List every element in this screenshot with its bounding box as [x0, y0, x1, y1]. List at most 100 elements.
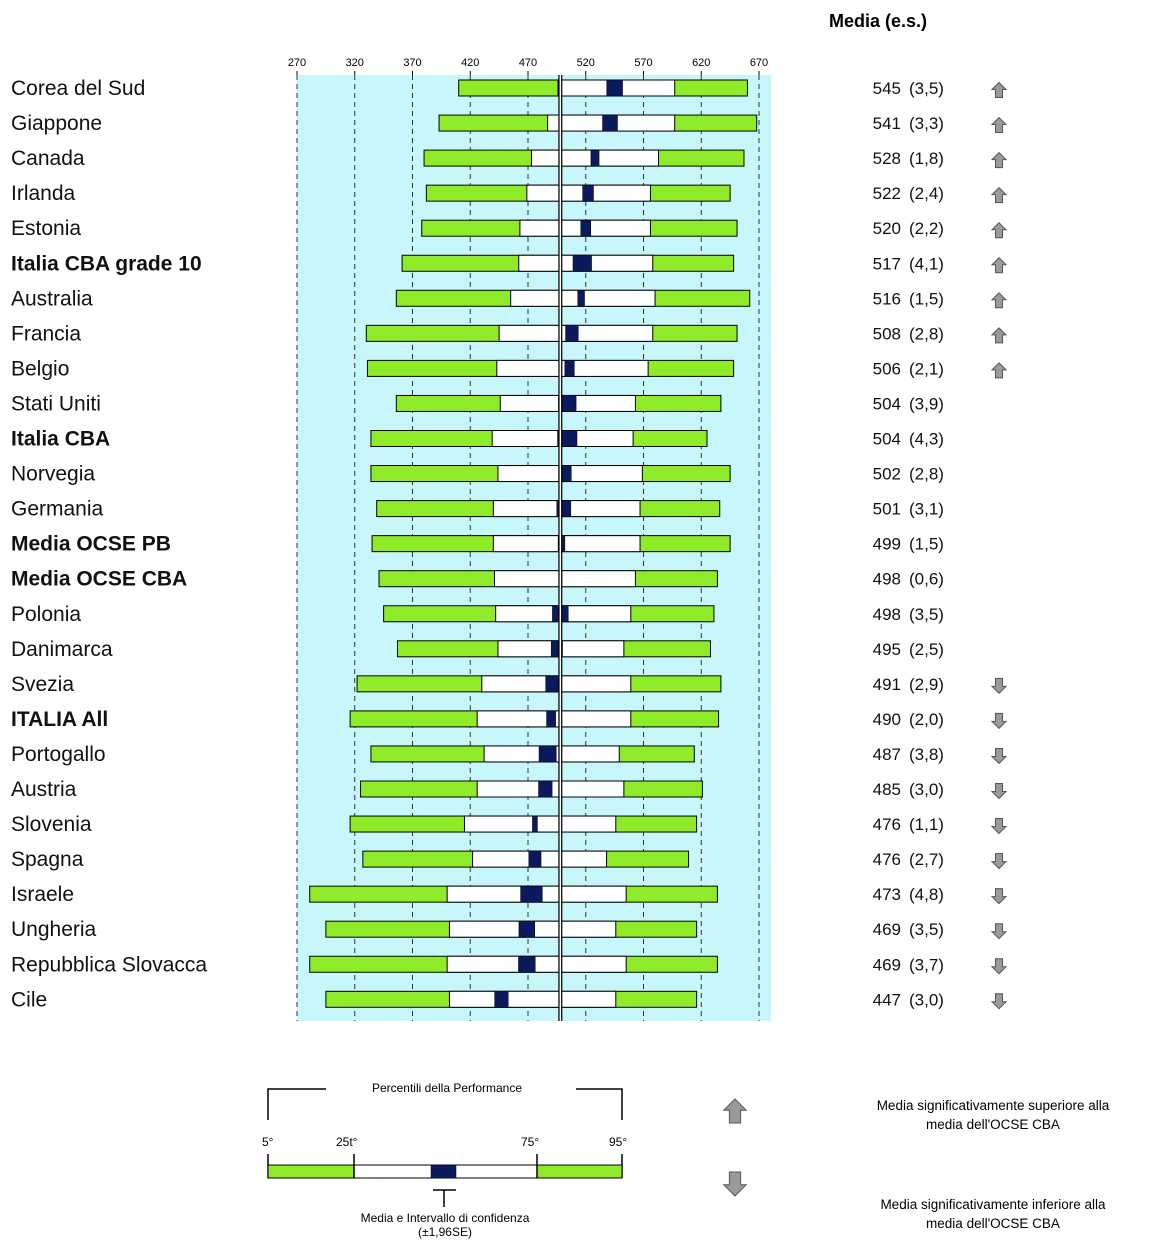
arrow-down-icon — [990, 747, 1008, 765]
confidence-interval-box — [582, 184, 594, 202]
legend-ci-label: Media e Intervallo di confidenza — [361, 1211, 530, 1225]
legend-up-text-2: media dell'OCSE CBA — [926, 1117, 1060, 1132]
confidence-interval-box — [545, 675, 560, 693]
row-label: Media OCSE CBA — [11, 568, 187, 591]
mean-column-header: Media (e.s.) — [829, 11, 927, 31]
mean-value: 498 — [873, 570, 901, 589]
mean-value: 476 — [873, 850, 901, 869]
mean-value: 485 — [873, 780, 901, 799]
row-label: Slovenia — [11, 813, 92, 836]
percentile-25-75-bar — [446, 955, 627, 973]
confidence-interval-box — [602, 114, 618, 132]
mean-value: 504 — [873, 430, 901, 449]
row-label: Israele — [11, 883, 74, 906]
legend-p95-label: 95° — [609, 1135, 627, 1149]
bar-row — [349, 710, 720, 728]
bar-row — [370, 745, 695, 763]
standard-error: (3,0) — [909, 780, 944, 799]
bar-row — [309, 885, 718, 903]
significance-arrows — [990, 81, 1008, 1010]
standard-error: (2,4) — [909, 184, 944, 203]
bar-row — [325, 920, 698, 938]
mean-value: 476 — [873, 815, 901, 834]
arrow-down-icon — [990, 712, 1008, 730]
row-label: Italia CBA grade 10 — [11, 252, 202, 275]
row-label: Cile — [11, 988, 47, 1011]
x-tick-label: 320 — [346, 57, 364, 69]
row-label: Ungheria — [11, 918, 97, 941]
confidence-interval-box — [520, 885, 543, 903]
mean-value: 520 — [873, 219, 901, 238]
legend-ci-pointer — [433, 1189, 456, 1207]
x-tick-label: 470 — [519, 57, 537, 69]
row-label: Stati Uniti — [11, 392, 101, 415]
mean-value: 487 — [873, 745, 901, 764]
row-label: Repubblica Slovacca — [11, 953, 207, 976]
standard-error: (3,3) — [909, 114, 944, 133]
bar-row — [376, 500, 721, 518]
row-label: Giappone — [11, 112, 102, 135]
percentile-25-75-bar — [494, 570, 636, 588]
arrow-down-icon — [990, 783, 1008, 800]
standard-error: (4,8) — [909, 885, 944, 904]
mean-value: 495 — [873, 640, 901, 659]
bar-row — [396, 640, 711, 658]
bar-row — [365, 324, 738, 342]
mean-value: 502 — [873, 465, 901, 484]
standard-error: (2,8) — [909, 324, 944, 343]
row-label: Francia — [11, 322, 81, 345]
arrow-up-icon — [990, 257, 1008, 274]
arrow-up-icon — [990, 362, 1008, 379]
x-tick-label: 370 — [403, 57, 421, 69]
arrow-up-icon — [990, 81, 1008, 98]
row-label: Svezia — [11, 673, 74, 696]
arrow-down-icon — [990, 993, 1008, 1010]
row-label: Polonia — [11, 603, 81, 626]
mean-value: 469 — [873, 955, 901, 974]
arrow-up-icon — [722, 1098, 748, 1124]
bar-row — [421, 219, 738, 237]
legend-bracket-title: Percentili della Performance — [372, 1081, 522, 1095]
confidence-interval-box — [557, 430, 578, 447]
row-label: Norvegia — [11, 463, 95, 486]
mean-value: 490 — [873, 710, 901, 729]
arrow-up-icon — [990, 186, 1008, 204]
arrow-down-icon — [990, 888, 1008, 905]
standard-error: (3,7) — [909, 955, 944, 974]
standard-error: (1,5) — [909, 535, 944, 554]
standard-error: (2,9) — [909, 675, 944, 694]
x-tick-label: 270 — [288, 57, 306, 69]
confidence-interval-box — [532, 815, 538, 833]
arrow-up-icon — [990, 116, 1008, 134]
legend-bracket-left — [267, 1088, 326, 1120]
standard-error: (2,2) — [909, 219, 944, 238]
bar-row — [378, 570, 718, 588]
confidence-interval-box — [546, 710, 556, 728]
legend-ci-label-2: (±1,96SE) — [418, 1225, 472, 1239]
row-label: Estonia — [11, 217, 81, 240]
arrow-up-icon — [990, 292, 1008, 309]
bar-row — [366, 359, 735, 377]
standard-error: (2,5) — [909, 640, 944, 659]
x-tick-label: 670 — [750, 57, 768, 69]
bar-row — [370, 430, 708, 447]
standard-error: (1,1) — [909, 815, 944, 834]
arrow-down-icon — [990, 818, 1008, 835]
mean-value: 522 — [873, 184, 901, 203]
row-label: Spagna — [11, 848, 84, 871]
mean-value: 541 — [873, 114, 901, 133]
standard-error: (4,1) — [909, 254, 944, 273]
legend-down-text-2: media dell'OCSE CBA — [926, 1216, 1060, 1231]
mean-value: 516 — [873, 289, 901, 308]
arrow-down-icon — [990, 923, 1008, 940]
mean-value: 506 — [873, 359, 901, 378]
row-label: Irlanda — [11, 182, 76, 205]
arrow-down-icon — [990, 853, 1008, 870]
row-label: Germania — [11, 498, 104, 521]
legend-p75-label: 75° — [521, 1135, 539, 1149]
bar-row — [349, 815, 698, 833]
standard-error: (1,8) — [909, 149, 944, 168]
row-label: Belgio — [11, 357, 69, 380]
arrow-down-icon — [990, 677, 1008, 695]
